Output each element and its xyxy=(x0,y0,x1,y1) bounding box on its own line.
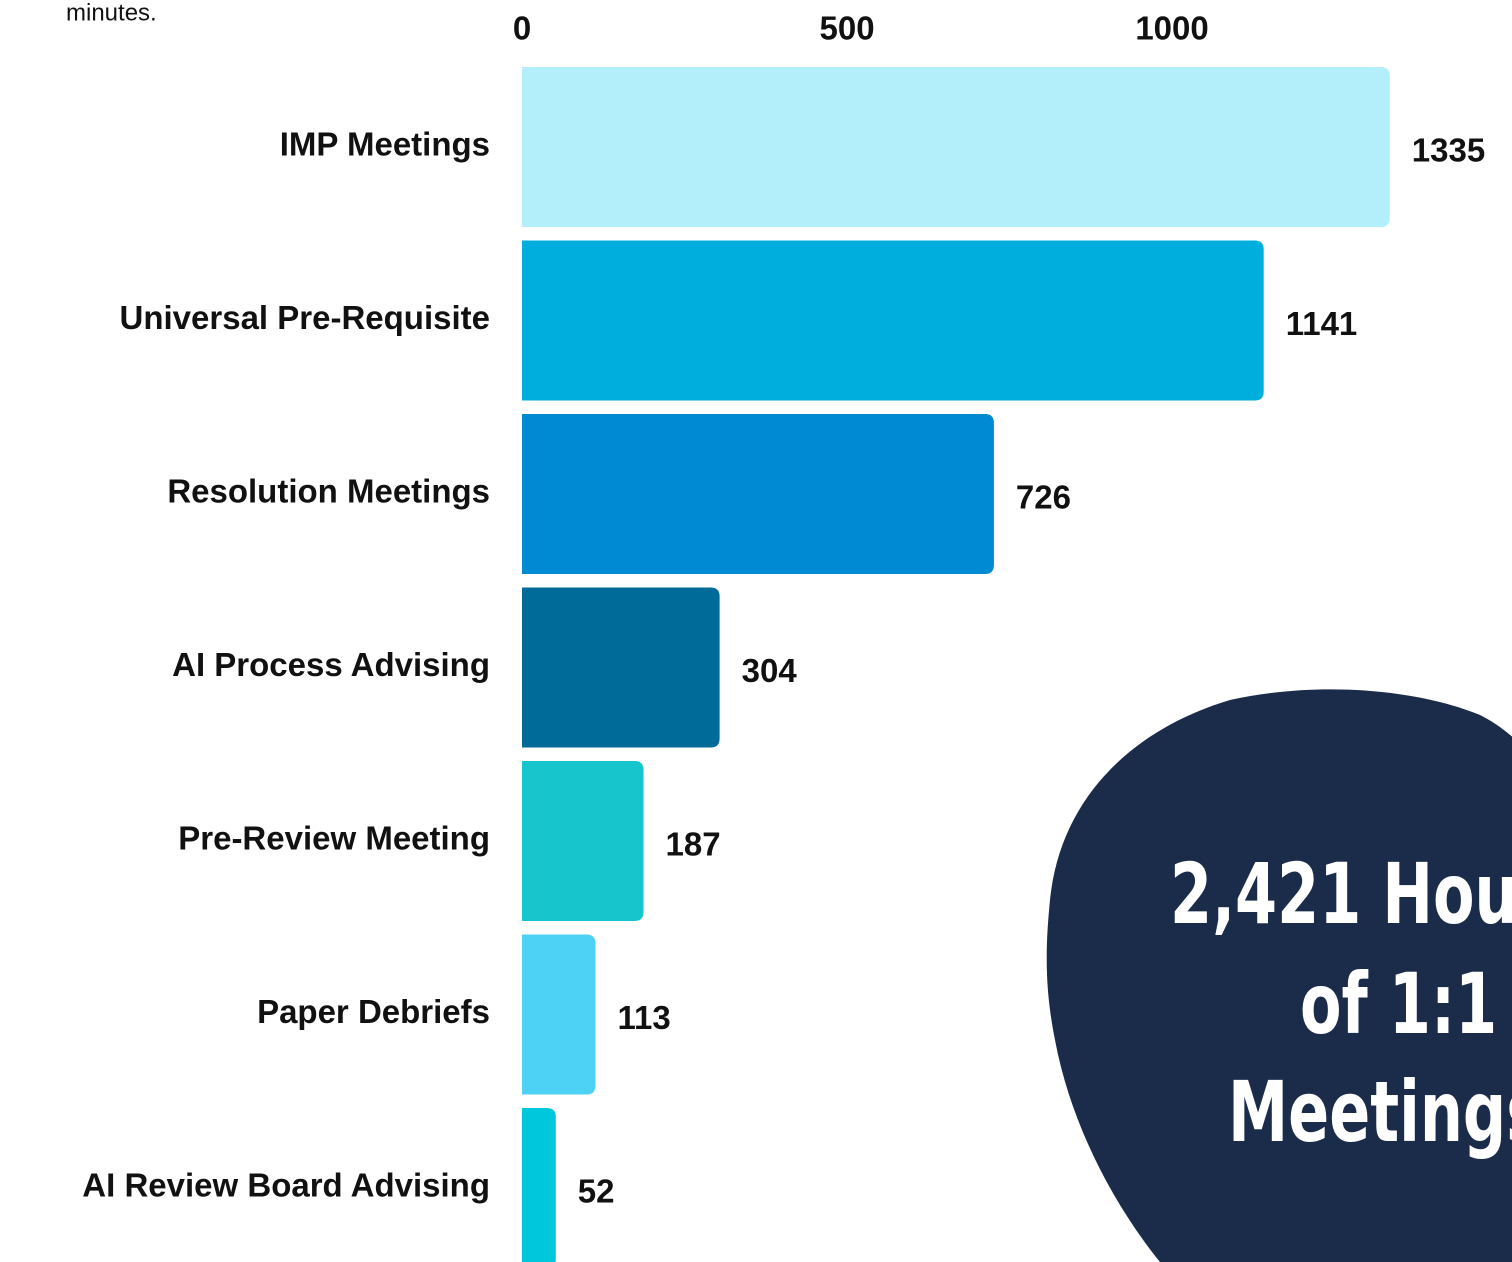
value-label: 1141 xyxy=(1286,305,1358,342)
bar xyxy=(522,1108,556,1262)
annotation-text: 2,421 Hours xyxy=(1170,846,1512,944)
value-label: 304 xyxy=(742,652,798,689)
y-tick-label: AI Process Advising xyxy=(172,646,490,683)
x-tick-label: 0 xyxy=(513,10,531,47)
bar xyxy=(522,67,1390,227)
value-label: 1335 xyxy=(1412,132,1485,169)
value-label: 187 xyxy=(666,826,721,863)
value-label: 726 xyxy=(1016,479,1071,516)
annotation-text: Meetings xyxy=(1228,1064,1512,1162)
bar xyxy=(522,414,994,574)
y-tick-label: IMP Meetings xyxy=(280,126,490,163)
caption: minutes. xyxy=(66,0,157,26)
bar xyxy=(522,587,720,748)
x-tick-label: 1000 xyxy=(1135,10,1208,47)
y-tick-label: Universal Pre-Requisite xyxy=(120,299,490,336)
annotation-text: of 1:1 xyxy=(1300,956,1497,1054)
value-label: 52 xyxy=(578,1173,615,1210)
bar xyxy=(522,934,596,1095)
value-label: 113 xyxy=(617,999,670,1036)
x-tick-label: 500 xyxy=(819,10,874,47)
y-tick-label: Resolution Meetings xyxy=(167,473,490,510)
bar xyxy=(522,240,1264,401)
y-tick-label: Pre-Review Meeting xyxy=(178,820,490,857)
y-tick-label: AI Review Board Advising xyxy=(82,1167,490,1204)
y-tick-label: Paper Debriefs xyxy=(257,993,490,1030)
annotation-blob xyxy=(1046,689,1512,1262)
bar xyxy=(522,761,644,921)
